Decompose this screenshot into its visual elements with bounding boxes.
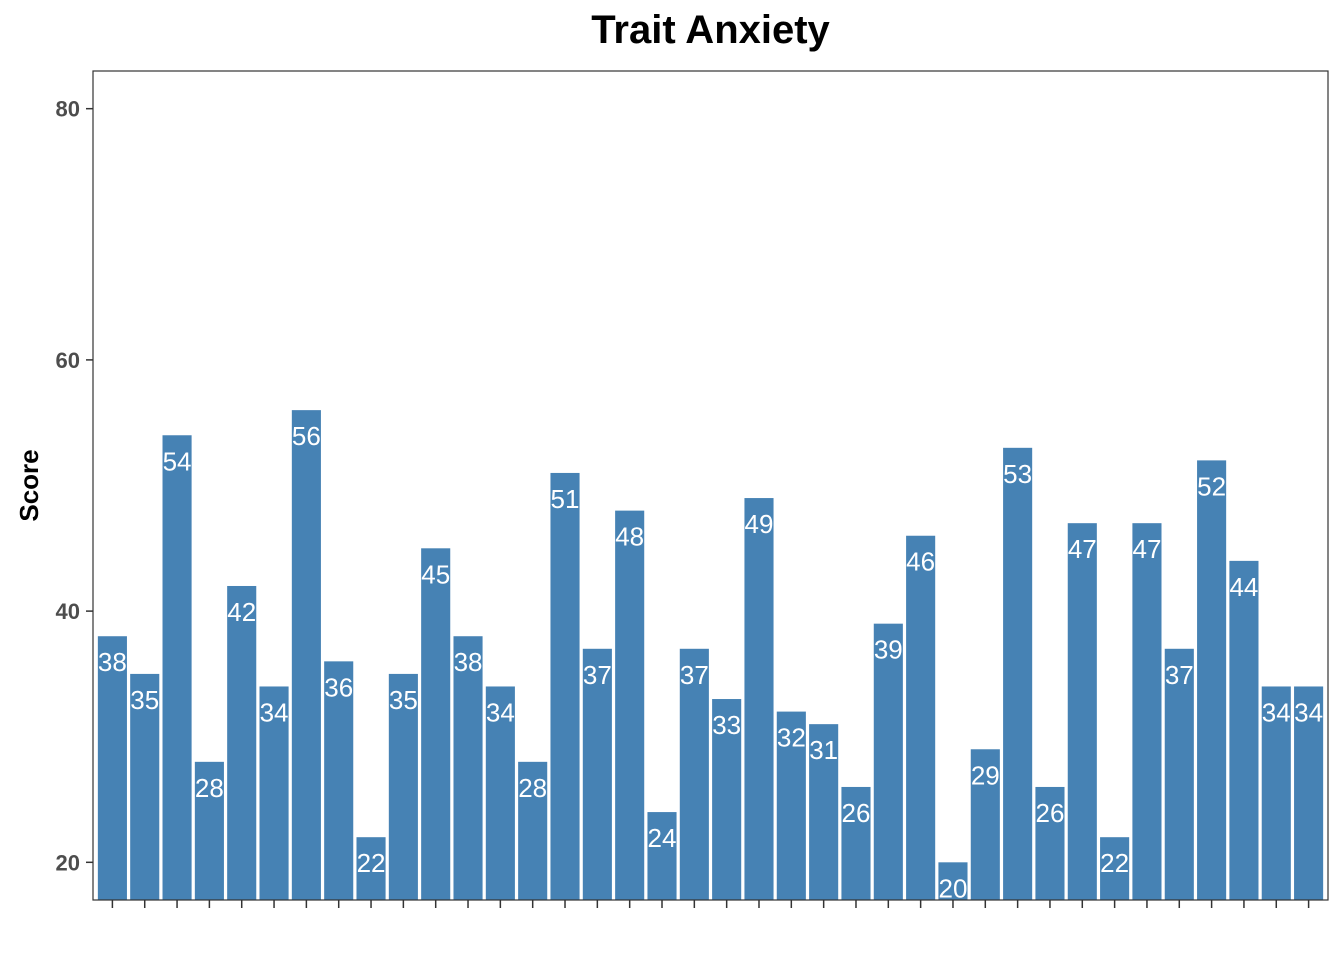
bar xyxy=(453,636,483,900)
bar-value-label: 45 xyxy=(421,559,450,589)
bar-value-label: 51 xyxy=(551,484,580,514)
bar xyxy=(356,837,386,900)
bar xyxy=(970,749,1000,900)
bar-value-label: 54 xyxy=(163,446,192,476)
bar xyxy=(1229,560,1259,900)
bar-value-label: 24 xyxy=(648,823,677,853)
bar xyxy=(1164,648,1194,900)
bar-value-label: 26 xyxy=(1036,798,1065,828)
bar-value-label: 22 xyxy=(357,848,386,878)
bar xyxy=(421,548,451,900)
bar xyxy=(1132,523,1162,900)
bar xyxy=(906,535,936,900)
bar-value-label: 26 xyxy=(842,798,871,828)
bar-value-label: 44 xyxy=(1229,572,1258,602)
bar xyxy=(194,761,224,900)
bar xyxy=(679,648,709,900)
bar-value-label: 35 xyxy=(130,685,159,715)
bar-value-label: 52 xyxy=(1197,471,1226,501)
bar xyxy=(938,862,968,900)
bar-value-label: 49 xyxy=(745,509,774,539)
bar-value-label: 37 xyxy=(1165,660,1194,690)
bar-value-label: 34 xyxy=(260,697,289,727)
bar xyxy=(712,699,742,900)
bar-value-label: 37 xyxy=(583,660,612,690)
bar xyxy=(388,673,418,900)
bar-value-label: 53 xyxy=(1003,459,1032,489)
bar xyxy=(291,410,321,900)
bar xyxy=(227,585,257,900)
bar-value-label: 29 xyxy=(971,760,1000,790)
bar xyxy=(259,686,289,900)
bar xyxy=(615,510,645,900)
bar-value-label: 38 xyxy=(454,647,483,677)
bar xyxy=(518,761,548,900)
bar-value-label: 36 xyxy=(324,672,353,702)
bar-value-label: 37 xyxy=(680,660,709,690)
bar-value-label: 20 xyxy=(939,873,968,903)
bar xyxy=(1261,686,1291,900)
bars-layer xyxy=(97,410,1324,900)
bar-value-label: 28 xyxy=(195,773,224,803)
bar xyxy=(1003,447,1033,900)
bar-value-label: 34 xyxy=(1294,697,1323,727)
bar-value-label: 34 xyxy=(1262,697,1291,727)
bar xyxy=(776,711,806,900)
bar-value-label: 38 xyxy=(98,647,127,677)
bar-labels-layer: 3835542842345636223545383428513748243733… xyxy=(98,421,1323,903)
bar-value-label: 35 xyxy=(389,685,418,715)
y-axis: 20 40 60 80 xyxy=(56,97,93,875)
bar xyxy=(130,673,160,900)
bar xyxy=(809,724,839,900)
bar xyxy=(1067,523,1097,900)
bar xyxy=(1197,460,1227,900)
bar xyxy=(647,812,677,900)
bar-value-label: 39 xyxy=(874,635,903,665)
y-tick-label: 60 xyxy=(56,348,80,373)
bar xyxy=(97,636,127,900)
x-axis xyxy=(111,900,1310,908)
bar xyxy=(550,472,580,900)
bar-value-label: 28 xyxy=(518,773,547,803)
bar xyxy=(1100,837,1130,900)
bar-value-label: 31 xyxy=(809,735,838,765)
y-tick-label: 80 xyxy=(56,97,80,122)
bar xyxy=(841,786,871,900)
bar xyxy=(1035,786,1065,900)
bar-value-label: 42 xyxy=(227,597,256,627)
bar-value-label: 32 xyxy=(777,723,806,753)
y-tick-label: 40 xyxy=(56,599,80,624)
bar xyxy=(162,435,192,900)
bar xyxy=(1294,686,1324,900)
plot-panel-border xyxy=(92,70,1329,901)
bar-value-label: 34 xyxy=(486,697,515,727)
bar xyxy=(485,686,515,900)
bar xyxy=(873,623,903,900)
y-axis-label: Score xyxy=(14,449,44,521)
bar-value-label: 33 xyxy=(712,710,741,740)
bar-value-label: 46 xyxy=(906,547,935,577)
chart-title: Trait Anxiety xyxy=(591,8,830,52)
bar-value-label: 56 xyxy=(292,421,321,451)
bar-value-label: 48 xyxy=(615,522,644,552)
y-tick-label: 20 xyxy=(56,850,80,875)
bar xyxy=(324,661,354,900)
bar xyxy=(744,498,774,900)
bar xyxy=(582,648,612,900)
bar-value-label: 22 xyxy=(1100,848,1129,878)
bar-value-label: 47 xyxy=(1132,534,1161,564)
bar-value-label: 47 xyxy=(1068,534,1097,564)
